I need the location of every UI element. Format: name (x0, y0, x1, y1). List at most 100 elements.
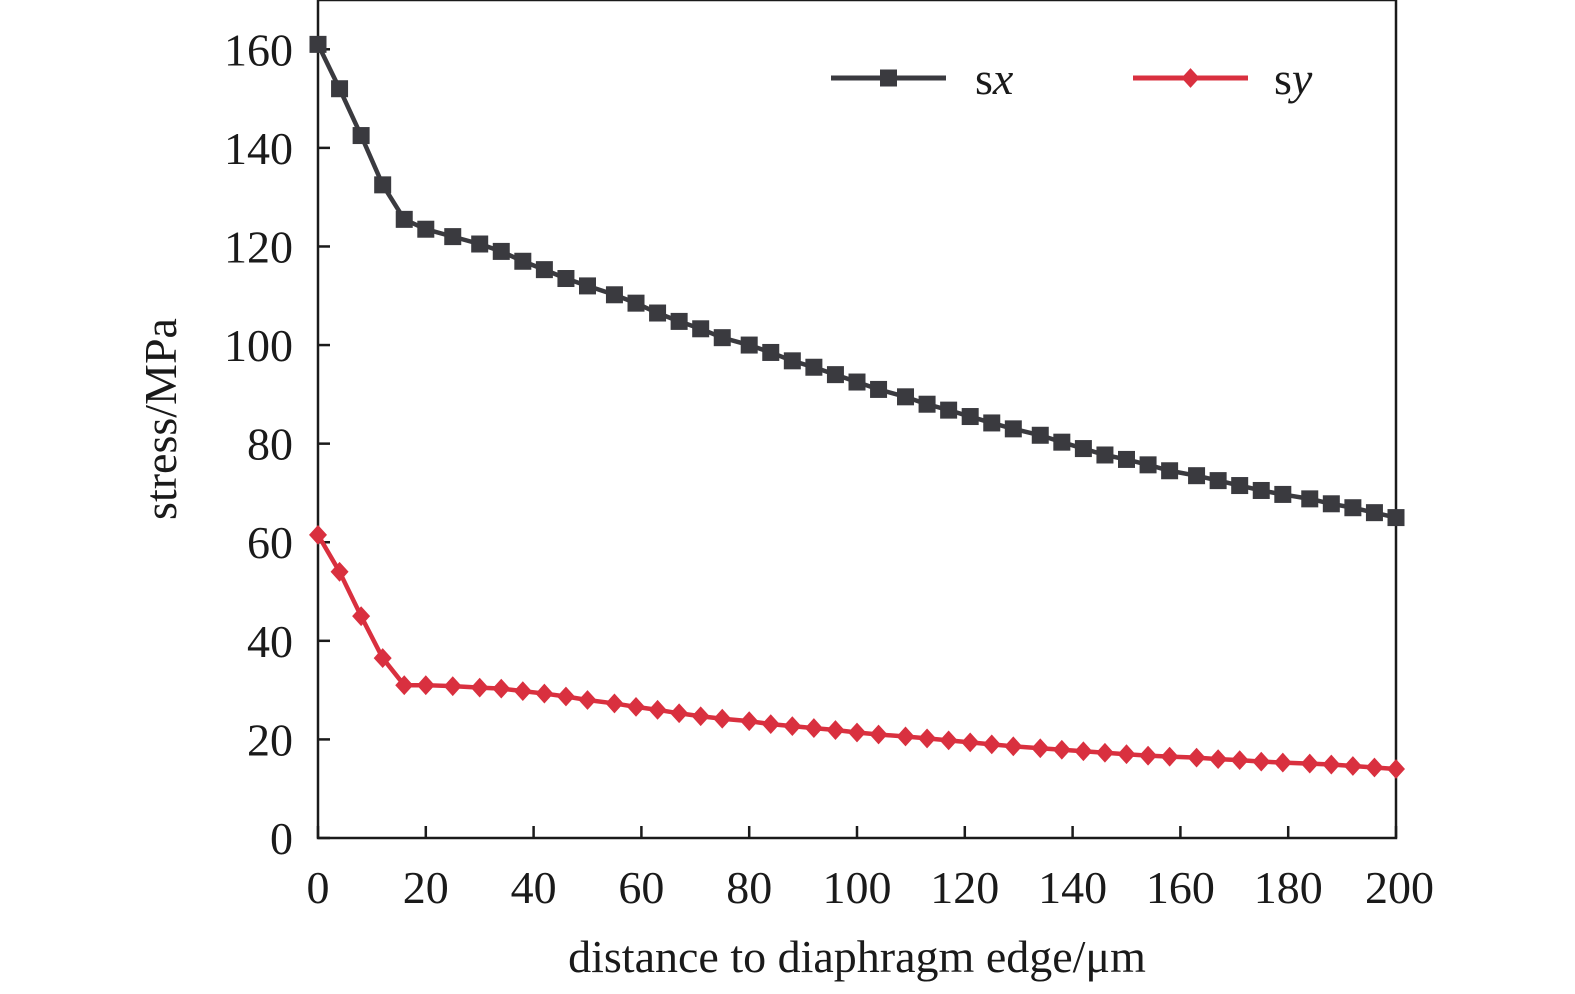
data-point-sy (1230, 750, 1249, 771)
y-tick-label: 100 (224, 320, 293, 371)
data-point-sx (826, 366, 844, 384)
data-point-sx (961, 408, 979, 426)
data-point-sx (1118, 450, 1135, 468)
x-tick-label: 140 (1038, 862, 1107, 913)
x-tick-label: 180 (1254, 862, 1323, 913)
data-point-sy (1117, 744, 1136, 765)
y-tick-label: 140 (224, 123, 293, 174)
data-point-sx (309, 35, 327, 53)
data-point-sy (713, 708, 732, 729)
data-point-sy (535, 683, 554, 704)
legend: sx sy (831, 53, 1313, 104)
x-tick-label: 80 (726, 862, 772, 913)
legend-label-sub: y (1288, 53, 1313, 104)
data-point-sx (1274, 485, 1292, 503)
data-point-sx (331, 80, 349, 98)
data-point-sx (805, 358, 823, 376)
data-point-sx (1344, 499, 1362, 517)
data-point-sy (492, 678, 511, 699)
data-point-sy (1322, 754, 1341, 775)
data-point-sy (556, 686, 575, 707)
data-point-sx (983, 414, 1001, 432)
y-tick-label: 60 (247, 517, 293, 568)
data-point-sy (373, 648, 392, 668)
data-point-sy (961, 732, 980, 753)
data-point-sx (1252, 481, 1270, 499)
data-point-sx (1074, 440, 1092, 458)
data-point-sx (1053, 433, 1071, 451)
legend-swatch-marker (880, 69, 897, 87)
data-point-sx (1161, 462, 1179, 480)
data-point-sy (670, 703, 689, 724)
y-tick-label: 80 (247, 419, 293, 470)
y-tick-label: 160 (224, 24, 293, 75)
data-point-sx (492, 242, 510, 260)
data-point-sy (605, 693, 624, 714)
data-point-sx (417, 220, 435, 238)
x-tick-label: 120 (930, 862, 999, 913)
data-point-sy (1052, 739, 1071, 760)
data-point-sy (939, 730, 958, 751)
data-point-sx (870, 380, 888, 398)
series-layer (309, 35, 1405, 779)
data-point-sy (1209, 749, 1228, 770)
y-axis: 0 20 40 60 80 100 120 140 160 (224, 24, 330, 864)
data-point-sx (1004, 420, 1022, 438)
data-point-sy (309, 524, 327, 545)
data-point-sx (918, 395, 936, 413)
legend-label: sx (975, 53, 1014, 104)
data-point-sx (1031, 426, 1049, 444)
data-point-sx (374, 176, 392, 194)
data-point-sy (804, 718, 823, 738)
data-point-sx (444, 228, 462, 246)
data-point-sy (648, 699, 667, 720)
data-point-sy (443, 676, 462, 697)
data-point-sy (1387, 759, 1405, 779)
data-point-sy (1365, 757, 1384, 778)
data-point-sy (740, 711, 759, 732)
data-point-sy (352, 606, 371, 627)
data-point-sx (740, 336, 758, 354)
data-point-sy (1160, 746, 1179, 767)
data-point-sx (762, 343, 780, 361)
data-point-sx (1209, 472, 1227, 490)
data-point-sx (783, 352, 801, 370)
data-point-sx (1231, 477, 1249, 495)
data-point-sx (535, 261, 553, 279)
legend-label-base: s (1274, 53, 1292, 104)
data-point-sx (352, 127, 370, 145)
legend-label: sy (1274, 53, 1313, 104)
data-point-sy (578, 690, 597, 710)
data-point-sy (1343, 756, 1362, 776)
series-sy (309, 524, 1405, 779)
data-point-sy (1252, 751, 1271, 772)
data-point-sx (395, 210, 413, 228)
legend-item-sx: sx (831, 53, 1014, 104)
x-axis: 0 20 40 60 80 100 120 140 160 180 200 (307, 826, 1434, 913)
data-point-sy (1031, 738, 1050, 759)
data-point-sy (896, 726, 915, 747)
legend-label-base: s (975, 53, 993, 104)
data-point-sy (918, 728, 937, 749)
data-point-sy (513, 681, 532, 702)
y-tick-label: 40 (247, 616, 293, 667)
y-tick-label: 120 (224, 221, 293, 272)
x-tick-label: 200 (1365, 862, 1434, 913)
data-point-sy (395, 675, 414, 696)
legend-label-sub: x (992, 53, 1014, 104)
series-line-sx (315, 43, 1397, 520)
data-point-sx (713, 329, 731, 347)
data-point-sx (471, 235, 489, 253)
x-axis-title: distance to diaphragm edge/μm (568, 931, 1146, 982)
data-point-sy (783, 716, 802, 737)
data-point-sy (826, 720, 845, 740)
data-point-sx (1322, 495, 1340, 513)
x-tick-label: 60 (618, 862, 664, 913)
data-point-sy (1004, 736, 1023, 757)
data-point-sx (1188, 467, 1206, 485)
data-point-sx (627, 294, 645, 312)
data-point-sx (649, 304, 667, 322)
data-point-sx (557, 270, 575, 288)
y-tick-label: 0 (270, 813, 293, 864)
x-tick-label: 0 (307, 862, 330, 913)
